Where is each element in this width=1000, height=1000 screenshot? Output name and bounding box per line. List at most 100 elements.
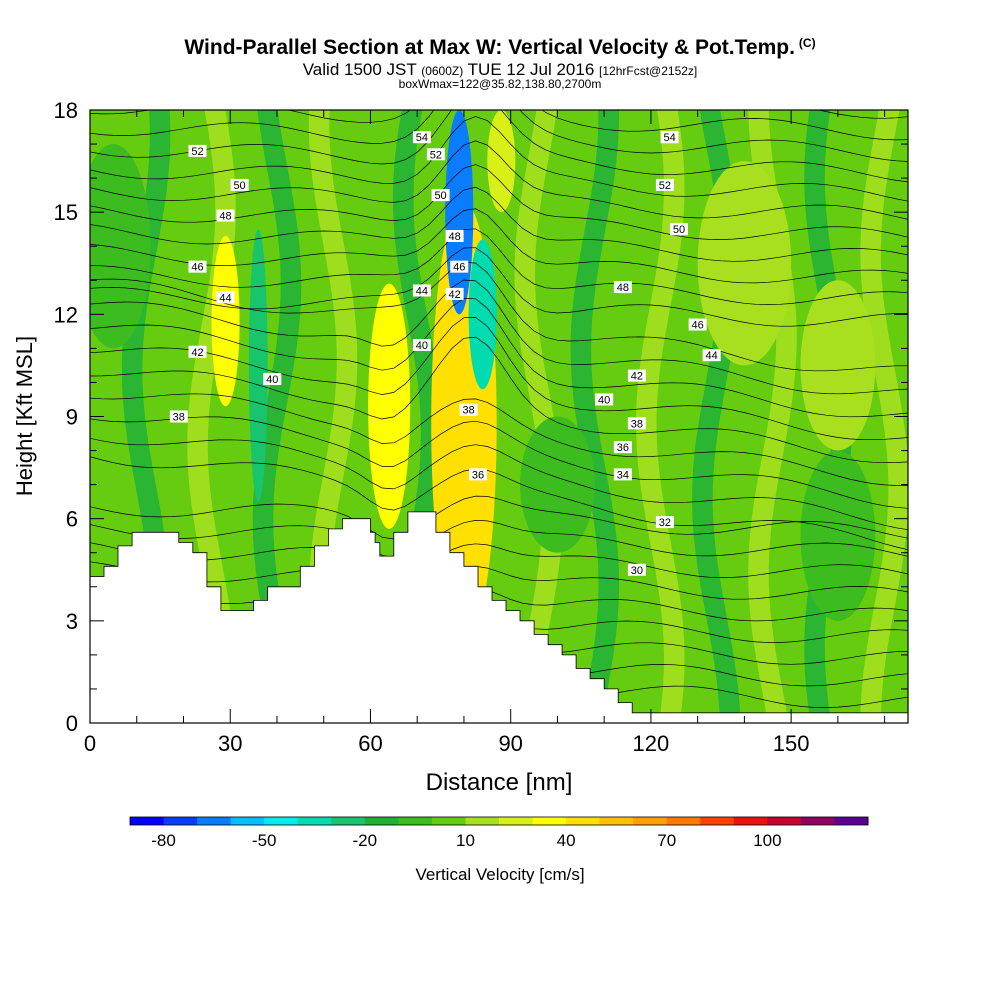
- w-cell: [248, 229, 268, 502]
- colorbar-tick-label: -50: [252, 831, 277, 850]
- contour-label: 32: [659, 517, 671, 529]
- chart-subtitle: Valid 1500 JST (0600Z) TUE 12 Jul 2016 […: [0, 60, 1000, 80]
- contour-label: 44: [219, 292, 231, 304]
- valid-time: Valid 1500 JST: [302, 60, 417, 79]
- colorbar-tick-label: -20: [353, 831, 378, 850]
- contour-label-bg: [688, 318, 707, 331]
- w-cell: [445, 110, 474, 315]
- contour-label: 38: [462, 405, 474, 417]
- contour-label: 36: [617, 442, 629, 454]
- contour-label-bg: [230, 178, 249, 191]
- theta-isentrope: [90, 228, 908, 305]
- forecast-info: [12hrFcst@2152z]: [599, 64, 698, 78]
- y-tick-label: 6: [66, 507, 78, 532]
- contour-label-bg: [627, 417, 646, 430]
- theta-isentrope: [90, 520, 908, 559]
- w-cell: [90, 144, 151, 349]
- contour-label: 40: [416, 340, 428, 352]
- contour-label: 54: [663, 132, 675, 144]
- colorbar-swatch: [130, 817, 165, 825]
- valid-utc: (0600Z): [421, 64, 464, 78]
- theta-isentrope: [90, 110, 908, 141]
- colorbar-swatch: [331, 817, 366, 825]
- contour-label-bg: [627, 563, 646, 576]
- y-tick-label: 18: [54, 98, 78, 123]
- theta-isentrope: [90, 2, 908, 96]
- colorbar-swatch: [364, 817, 399, 825]
- contour-label-bg: [412, 338, 431, 351]
- theta-isentrope: [90, 416, 908, 509]
- chart-title-text: Wind-Parallel Section at Max W: Vertical…: [184, 36, 795, 59]
- theta-isentrope: [90, 581, 908, 622]
- chart-title: Wind-Parallel Section at Max W: Vertical…: [0, 36, 1000, 60]
- colorbar-swatch: [532, 817, 567, 825]
- w-cell: [697, 161, 792, 366]
- w-cell: [800, 280, 876, 451]
- contour-label-bg: [188, 260, 207, 273]
- theta-isentrope: [90, 336, 908, 464]
- contour-label: 40: [266, 374, 278, 386]
- theta-isentrope: [90, 542, 908, 578]
- valid-date: TUE 12 Jul 2016: [467, 60, 595, 79]
- theta-isentrope: [90, 393, 908, 486]
- theta-contours: [90, 2, 908, 708]
- colorbar-swatch: [700, 817, 735, 825]
- w-band: [860, 110, 908, 723]
- y-tick-label: 0: [66, 711, 78, 736]
- colorbar: -80 -50 -20 10 40 70 100: [129, 816, 869, 850]
- colorbar-swatch: [499, 817, 534, 825]
- colorbar-swatch: [800, 817, 835, 825]
- colorbar-swatch: [733, 817, 768, 825]
- contour-label: 48: [219, 211, 231, 223]
- contour-label: 42: [631, 371, 643, 383]
- contour-label: 50: [233, 180, 245, 192]
- colorbar-tick-label: 70: [657, 831, 676, 850]
- contour-label-bg: [431, 189, 450, 202]
- contour-label-bg: [445, 230, 464, 243]
- contour-label-bg: [613, 468, 632, 481]
- colorbar-swatch: [566, 817, 601, 825]
- colorbar-swatch: [197, 817, 232, 825]
- terrain: [89, 511, 909, 724]
- contour-label-bg: [613, 441, 632, 454]
- w-cell: [487, 110, 516, 213]
- y-tick-label: 3: [66, 609, 78, 634]
- contour-label-bg: [627, 369, 646, 382]
- contour-label: 46: [692, 320, 704, 332]
- contour-label: 40: [598, 394, 610, 406]
- contour-label: 52: [430, 149, 442, 161]
- w-cell: [211, 236, 240, 407]
- contour-label: 36: [472, 469, 484, 481]
- contour-label: 44: [706, 350, 718, 362]
- contour-label-bg: [263, 373, 282, 386]
- theta-isentrope: [90, 110, 908, 162]
- contour-label: 46: [191, 262, 203, 274]
- y-axis-label: Height [Kft MSL]: [12, 336, 37, 496]
- contour-label-bg: [613, 281, 632, 294]
- colorbar-swatch: [599, 817, 634, 825]
- contour-label-bg: [660, 131, 679, 144]
- contour-label-bg: [188, 345, 207, 358]
- contour-label: 50: [673, 224, 685, 236]
- contour-label: 44: [416, 285, 428, 297]
- contour-label-bg: [216, 209, 235, 222]
- theta-isentrope: [90, 437, 908, 531]
- contour-label: 30: [631, 565, 643, 577]
- contour-label-bg: [426, 148, 445, 161]
- contour-label-bg: [169, 410, 188, 423]
- theta-isentrope: [90, 140, 908, 220]
- colorbar-swatch: [163, 817, 198, 825]
- colorbar-tick-label: 100: [753, 831, 781, 850]
- colorbar-swatch: [297, 817, 332, 825]
- w-cell: [368, 283, 411, 529]
- theta-isentrope: [90, 317, 908, 441]
- contour-label-bg: [450, 260, 469, 273]
- colorbar-swatch: [767, 817, 802, 825]
- colorbar-swatch: [834, 817, 869, 825]
- contour-label-bg: [412, 131, 431, 144]
- contour-label-bg: [216, 291, 235, 304]
- colorbar-tick-label: 40: [557, 831, 576, 850]
- box-info: boxWmax=122@35.82,138.80,2700m: [398, 77, 602, 91]
